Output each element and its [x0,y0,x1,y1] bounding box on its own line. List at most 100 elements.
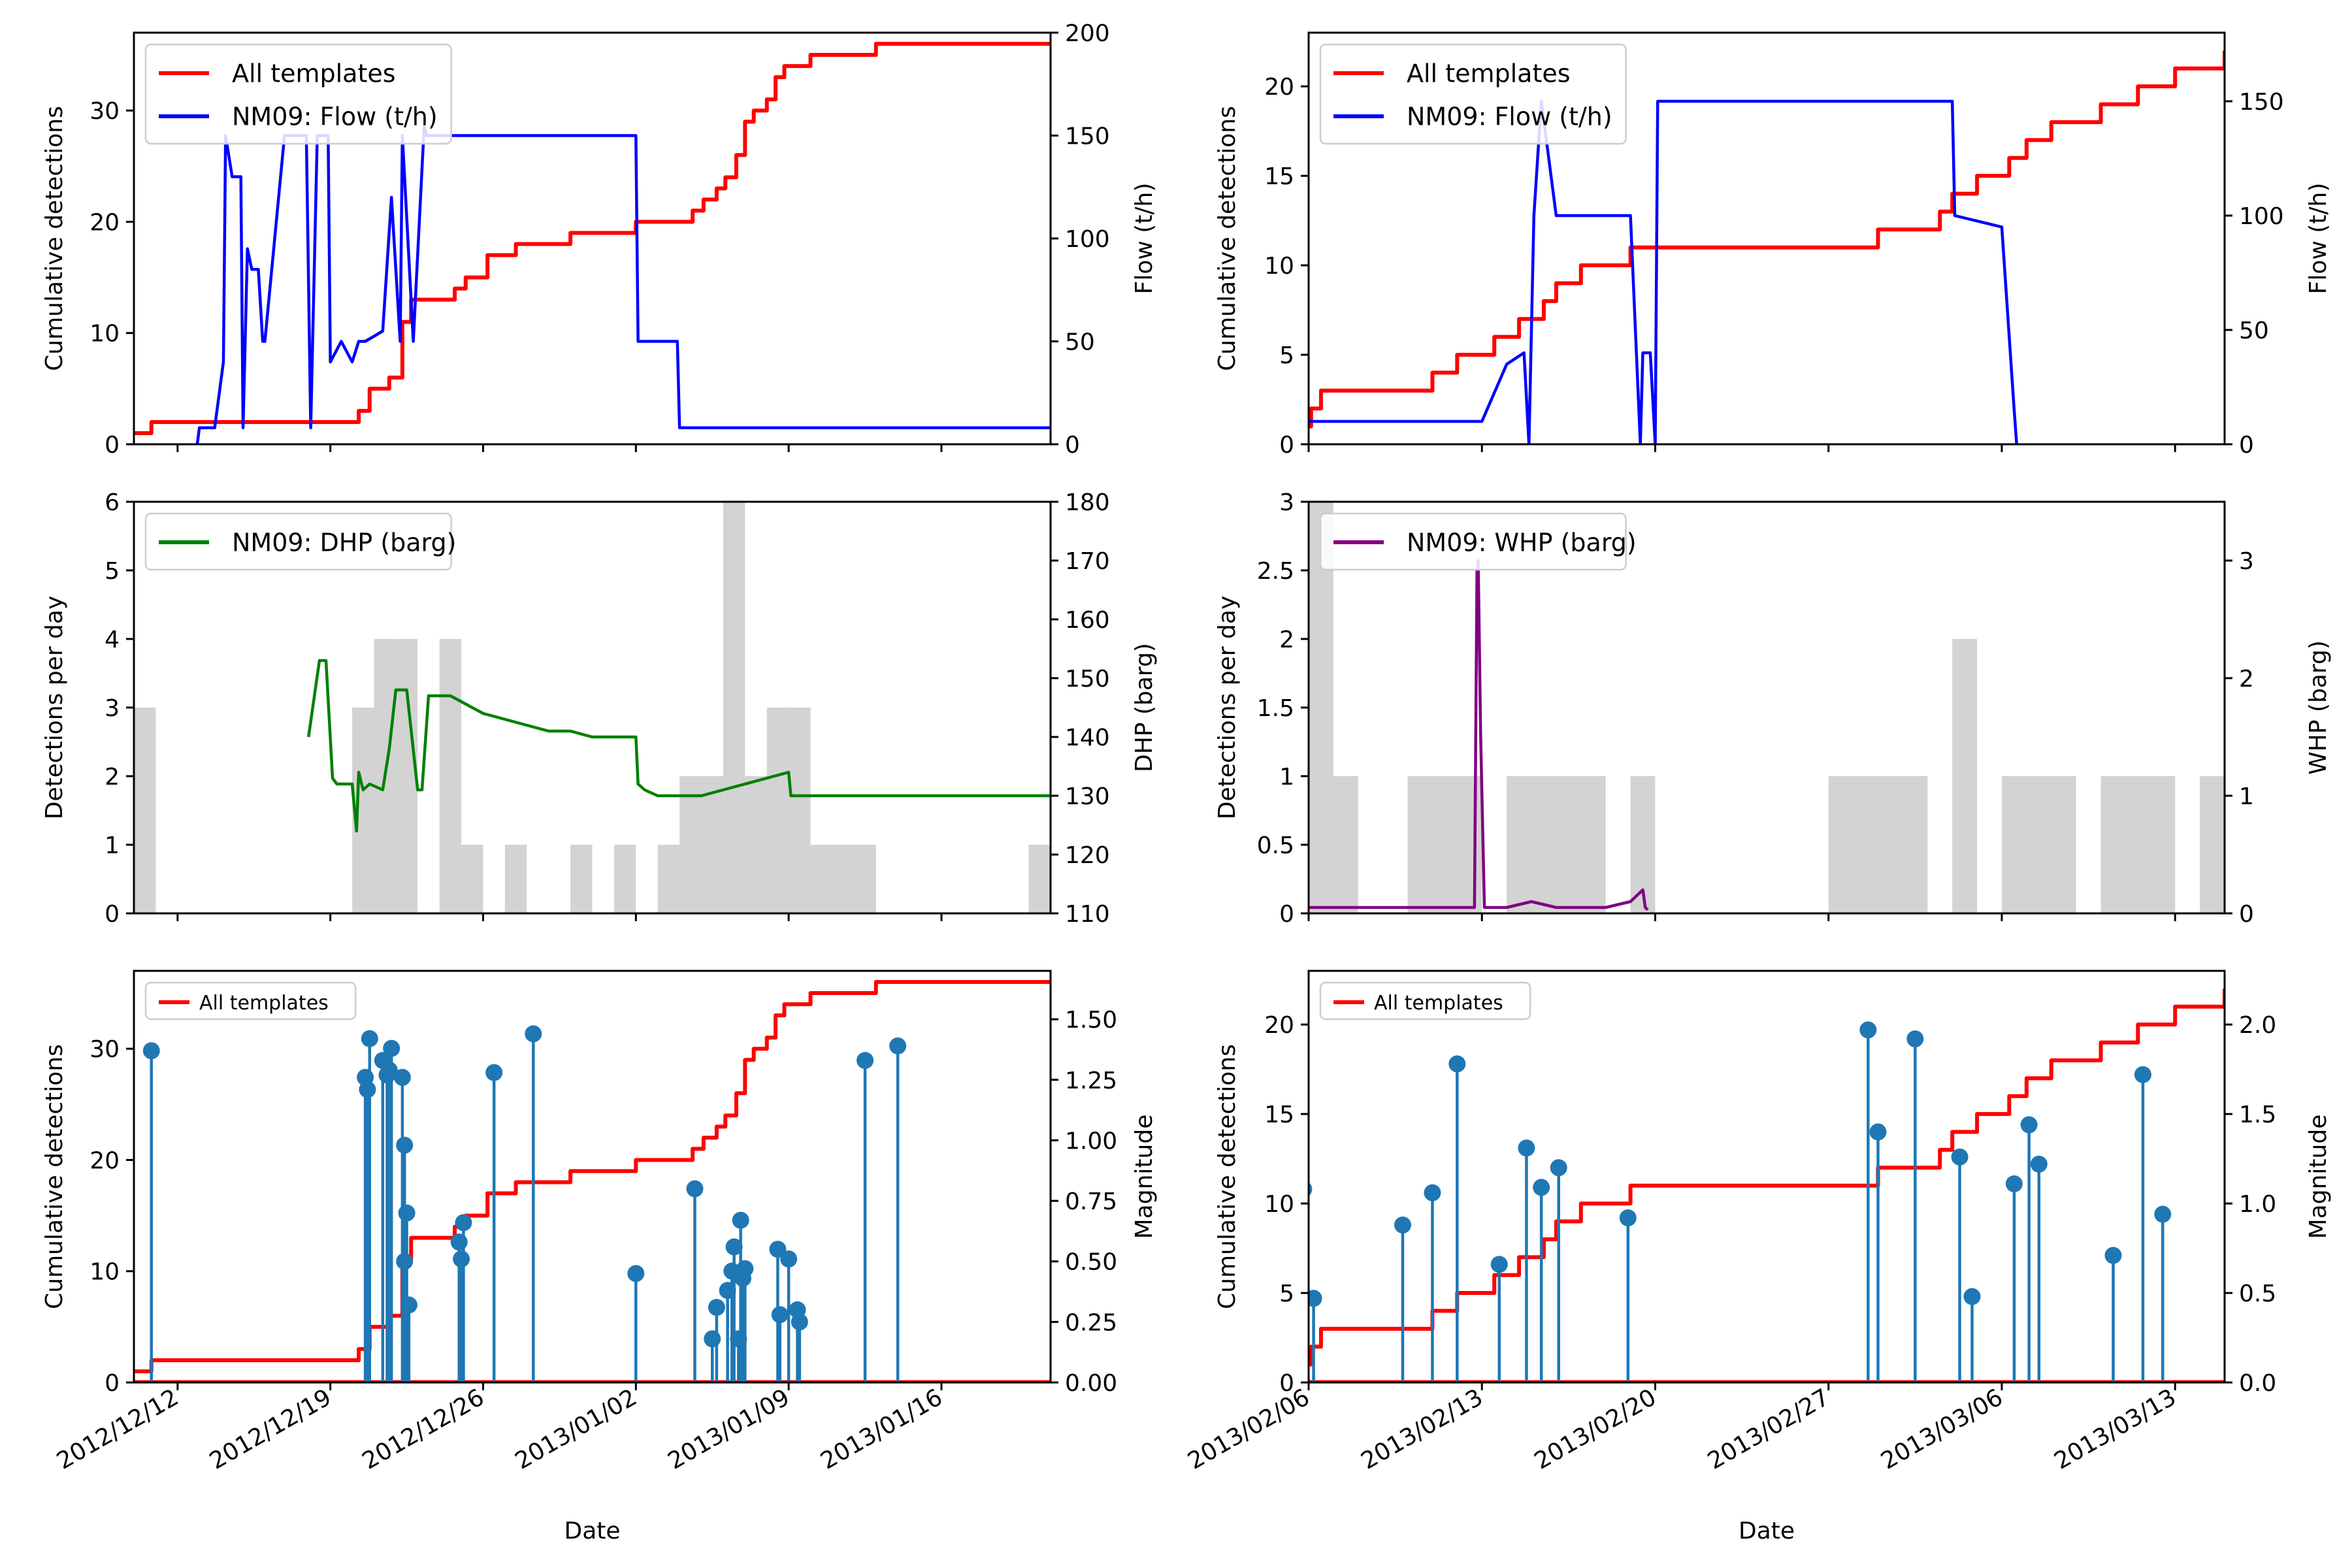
detection-bar [1828,776,1854,913]
legend-box [1319,512,1627,571]
series-line [134,42,1051,435]
magnitude-marker [2154,1205,2172,1223]
y2-tick-label: 0 [1065,432,1080,459]
detection-bar [395,639,418,913]
series-line [1309,988,2225,1367]
y-axis-label: Cumulative detections [41,106,68,371]
y2-tick-label: 1.0 [2239,1191,2276,1218]
series-line [1309,50,2225,429]
magnitude-marker [1906,1030,1924,1048]
y2-tick-label: 120 [1065,842,1110,869]
legend-label: NM09: Flow (t/h) [1407,103,1612,131]
x-axis-label: Date [564,1518,620,1544]
detection-bar [723,502,745,913]
y2-tick-label: 1 [2239,783,2254,810]
magnitude-marker [1869,1123,1887,1141]
x-tick-label: 2012/12/19 [205,1384,336,1475]
y-tick-label: 10 [90,1259,120,1286]
legend: All templates NM09: Flow (t/h) [144,43,452,145]
magnitude-marker [627,1265,645,1282]
magnitude-marker [1533,1179,1550,1196]
detection-bar [1432,776,1458,913]
y2-tick-label: 150 [2239,89,2284,116]
magnitude-marker [361,1030,378,1047]
magnitude-marker [396,1136,414,1154]
y-tick-label: 20 [90,1147,120,1174]
panel-left-bottom: 0 10 20 30 0.00 0.25 0.50 0.75 1.00 1.25 1.50 2012/… [41,970,1158,1544]
detection-bar [1580,776,1606,913]
series-line [134,980,1051,1373]
y-axis-label: Cumulative detections [1214,1044,1241,1309]
y2-tick-label: 100 [2239,203,2284,230]
y-tick-label: 6 [105,489,120,516]
y-tick-label: 2 [105,764,120,791]
magnitude-marker [2104,1247,2122,1264]
magnitude-marker [450,1233,468,1251]
detection-bar [1853,776,1878,913]
panel-right-top: 0 5 10 15 20 0 50 100 150 Cumulative detections Fl… [1214,31,2332,459]
magnitude-marker [1394,1216,1411,1233]
y2-tick-label: 180 [1065,489,1110,516]
detection-bar [2001,776,2027,913]
y2-axis-label: Flow (t/h) [1131,183,1158,295]
detection-bar [1028,845,1051,913]
magnitude-marker [453,1250,470,1267]
y2-tick-label: 170 [1065,548,1110,575]
detection-bar [1507,776,1532,913]
detection-bar [766,708,789,913]
x-tick-label: 2013/02/06 [1183,1384,1314,1475]
detection-bar [679,776,702,913]
detection-bar [854,845,876,913]
detection-bar [134,708,156,913]
magnitude-marker [771,1306,789,1324]
y2-tick-label: 1.25 [1065,1068,1117,1094]
plot-area [1309,988,2225,1382]
magnitude-marker [455,1214,472,1232]
magnitude-marker [791,1313,808,1331]
plot-area [1309,50,2225,444]
plot-area [1309,502,2225,913]
y2-axis-label: Magnitude [1131,1115,1158,1239]
y2-tick-label: 1.00 [1065,1128,1117,1154]
y-tick-label: 10 [1264,253,1294,280]
panel-right-middle: 0 0.5 1 1.5 2 2.5 3 0 1 2 3 Detections per day WHP (… [1214,489,2332,928]
y-tick-label: 15 [1264,163,1294,190]
y-tick-label: 0 [105,1370,120,1397]
legend-label: NM09: Flow (t/h) [232,103,438,131]
y-tick-label: 5 [1279,342,1294,369]
x-tick-label: 2013/02/13 [1357,1384,1488,1475]
y2-tick-label: 110 [1065,901,1110,928]
plot-area [134,42,1051,444]
magnitude-marker [398,1204,416,1222]
x-tick-label: 2013/03/13 [2050,1384,2181,1475]
detection-bar [1333,776,1358,913]
legend-box [144,981,357,1021]
legend-label: NM09: WHP (barg) [1407,529,1637,557]
y2-tick-label: 160 [1065,607,1110,634]
detection-bar [1457,776,1482,913]
magnitude-marker [2030,1155,2048,1173]
legend: NM09: DHP (barg) [144,512,456,571]
detection-bar [570,845,593,913]
panel-left-middle: 0 1 2 3 4 5 6 110 120 130 140 150 160 170 180 Detection… [41,489,1158,928]
y-tick-label: 30 [90,1036,120,1063]
y-tick-label: 4 [105,627,120,653]
magnitude-marker [1309,1182,1313,1196]
axes-frame [1307,31,2226,446]
legend-label: All templates [199,992,329,1015]
detection-bar [439,639,462,913]
x-tick-label: 2013/02/27 [1703,1384,1834,1475]
y-tick-label: 20 [90,209,120,236]
magnitude-marker [732,1211,749,1229]
series-line [195,123,1051,444]
y-tick-label: 2 [1279,627,1294,653]
y2-axis-label: Magnitude [2305,1115,2332,1239]
detection-bar [1407,776,1433,913]
magnitude-marker [857,1052,874,1070]
x-tick-label: 2013/02/20 [1530,1384,1661,1475]
detection-bar [810,845,832,913]
y-tick-label: 5 [1279,1281,1294,1307]
magnitude-marker [1550,1159,1567,1177]
x-tick-label: 2012/12/12 [52,1384,183,1475]
